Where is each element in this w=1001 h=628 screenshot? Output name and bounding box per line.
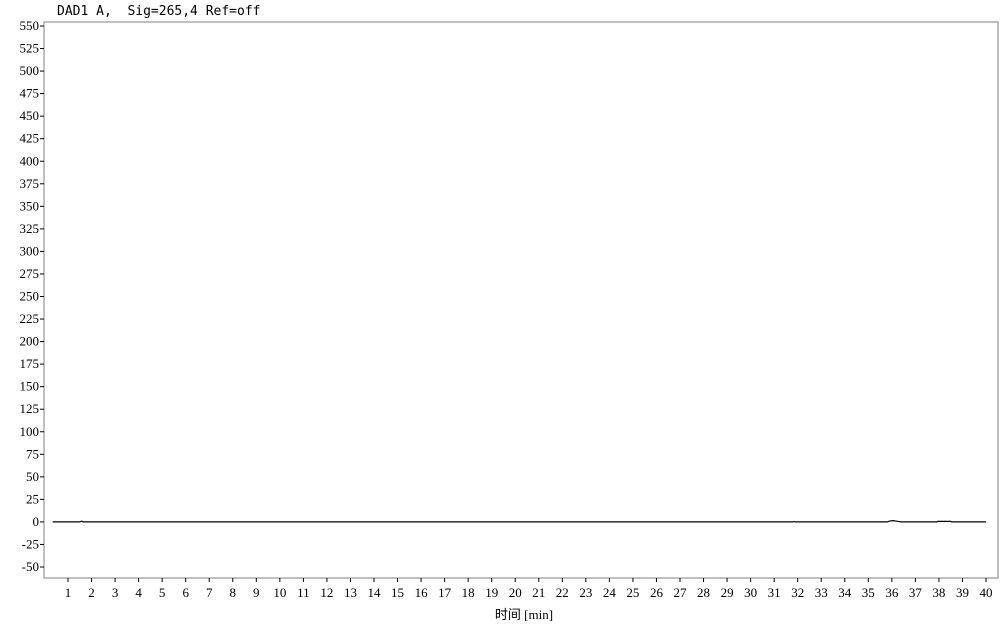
y-tick-label: 125 — [20, 401, 40, 416]
y-tick-label: 50 — [26, 469, 39, 484]
y-tick-label: 500 — [20, 63, 40, 78]
x-axis-label: 时间 [min] — [495, 607, 553, 622]
x-tick-label: 13 — [344, 585, 357, 600]
y-tick-label: 0 — [33, 514, 40, 529]
x-tick-label: 25 — [626, 585, 639, 600]
y-tick-label: 175 — [20, 356, 40, 371]
y-tick-label: 300 — [20, 243, 40, 258]
x-tick-label: 22 — [556, 585, 569, 600]
x-tick-label: 11 — [297, 585, 310, 600]
x-tick-label: 31 — [768, 585, 781, 600]
x-tick-label: 40 — [980, 585, 993, 600]
series-group — [52, 519, 986, 523]
x-tick-label: 20 — [509, 585, 522, 600]
x-tick-label: 27 — [674, 585, 688, 600]
y-tick-label: 25 — [26, 491, 39, 506]
x-tick-label: 28 — [697, 585, 710, 600]
y-tick-label: 250 — [20, 289, 40, 304]
x-tick-label: 1 — [65, 585, 72, 600]
y-tick-label: 225 — [20, 311, 40, 326]
x-tick-label: 2 — [88, 585, 95, 600]
x-tick-label: 37 — [909, 585, 923, 600]
x-axis: 1 2 3 4 5 6 7 8 9 10 11 12 13 14 15 16 17 18 19 20 21 22 23 24 2… — [65, 578, 993, 600]
x-tick-label: 32 — [791, 585, 804, 600]
y-axis: 5505255004754504254003753503253002752502… — [20, 18, 44, 574]
x-tick-label: 9 — [253, 585, 260, 600]
x-tick-label: 35 — [862, 585, 875, 600]
y-tick-label: 325 — [20, 221, 40, 236]
y-tick-label: 275 — [20, 266, 40, 281]
x-tick-label: 30 — [744, 585, 757, 600]
x-tick-label: 18 — [462, 585, 475, 600]
series-line-0 — [52, 519, 986, 523]
x-tick-label: 38 — [932, 585, 945, 600]
x-tick-label: 6 — [182, 585, 189, 600]
x-tick-label: 19 — [485, 585, 498, 600]
x-tick-label: 14 — [368, 585, 382, 600]
x-tick-label: 26 — [650, 585, 664, 600]
x-tick-label: 5 — [159, 585, 166, 600]
y-tick-label: -50 — [22, 559, 39, 574]
x-tick-label: 8 — [230, 585, 237, 600]
y-tick-label: 100 — [20, 424, 40, 439]
x-tick-label: 3 — [112, 585, 119, 600]
y-tick-label: 200 — [20, 334, 40, 349]
x-tick-label: 33 — [815, 585, 828, 600]
x-tick-label: 10 — [273, 585, 286, 600]
y-tick-label: 525 — [20, 41, 40, 56]
y-tick-label: 450 — [20, 108, 40, 123]
y-tick-label: 425 — [20, 131, 40, 146]
x-tick-label: 36 — [885, 585, 899, 600]
chart-title: DAD1 A, Sig=265,4 Ref=off — [57, 4, 261, 19]
y-tick-label: 75 — [26, 446, 39, 461]
y-tick-label: 375 — [20, 176, 40, 191]
x-tick-label: 23 — [579, 585, 592, 600]
y-tick-label: 350 — [20, 198, 40, 213]
x-tick-label: 34 — [838, 585, 852, 600]
y-tick-label: -25 — [22, 536, 39, 551]
y-tick-label: 400 — [20, 153, 40, 168]
x-tick-label: 16 — [415, 585, 429, 600]
y-tick-label: 150 — [20, 379, 40, 394]
x-tick-label: 12 — [320, 585, 333, 600]
x-tick-label: 7 — [206, 585, 213, 600]
plot-frame — [43, 21, 999, 579]
x-tick-label: 4 — [135, 585, 142, 600]
x-tick-label: 24 — [603, 585, 617, 600]
x-tick-label: 17 — [438, 585, 452, 600]
x-tick-label: 39 — [956, 585, 969, 600]
y-tick-label: 550 — [20, 18, 40, 33]
y-tick-label: 475 — [20, 86, 40, 101]
x-tick-label: 29 — [721, 585, 734, 600]
x-tick-label: 15 — [391, 585, 404, 600]
x-tick-label: 21 — [532, 585, 545, 600]
